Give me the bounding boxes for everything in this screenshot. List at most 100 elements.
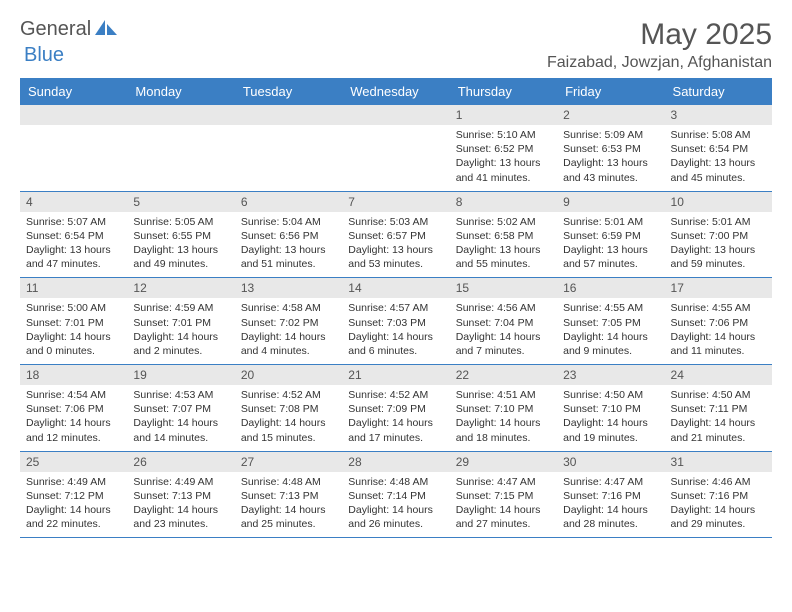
logo-text-general: General xyxy=(20,18,91,41)
day-number: 17 xyxy=(665,278,772,298)
day-number: 9 xyxy=(557,192,664,212)
day-detail: Sunrise: 5:02 AMSunset: 6:58 PMDaylight:… xyxy=(450,212,557,278)
day-cell: 9Sunrise: 5:01 AMSunset: 6:59 PMDaylight… xyxy=(557,191,664,278)
week-row: 11Sunrise: 5:00 AMSunset: 7:01 PMDayligh… xyxy=(20,278,772,365)
calendar-table: SundayMondayTuesdayWednesdayThursdayFrid… xyxy=(20,78,772,538)
day-detail: Sunrise: 4:53 AMSunset: 7:07 PMDaylight:… xyxy=(127,385,234,451)
day-cell: 17Sunrise: 4:55 AMSunset: 7:06 PMDayligh… xyxy=(665,278,772,365)
logo-sail-icon xyxy=(95,18,117,41)
day-cell: 3Sunrise: 5:08 AMSunset: 6:54 PMDaylight… xyxy=(665,105,772,191)
day-number: 28 xyxy=(342,452,449,472)
day-detail: Sunrise: 4:49 AMSunset: 7:12 PMDaylight:… xyxy=(20,472,127,538)
day-number: 3 xyxy=(665,105,772,125)
day-number: 10 xyxy=(665,192,772,212)
day-cell: 4Sunrise: 5:07 AMSunset: 6:54 PMDaylight… xyxy=(20,191,127,278)
day-cell: 16Sunrise: 4:55 AMSunset: 7:05 PMDayligh… xyxy=(557,278,664,365)
day-number: 4 xyxy=(20,192,127,212)
day-number: 14 xyxy=(342,278,449,298)
day-detail: Sunrise: 4:47 AMSunset: 7:15 PMDaylight:… xyxy=(450,472,557,538)
day-detail: Sunrise: 5:07 AMSunset: 6:54 PMDaylight:… xyxy=(20,212,127,278)
day-cell: 25Sunrise: 4:49 AMSunset: 7:12 PMDayligh… xyxy=(20,451,127,538)
day-detail: Sunrise: 5:01 AMSunset: 6:59 PMDaylight:… xyxy=(557,212,664,278)
day-detail: Sunrise: 4:59 AMSunset: 7:01 PMDaylight:… xyxy=(127,298,234,364)
day-number: 19 xyxy=(127,365,234,385)
day-cell: 21Sunrise: 4:52 AMSunset: 7:09 PMDayligh… xyxy=(342,365,449,452)
day-detail: Sunrise: 4:57 AMSunset: 7:03 PMDaylight:… xyxy=(342,298,449,364)
week-row: 1Sunrise: 5:10 AMSunset: 6:52 PMDaylight… xyxy=(20,105,772,191)
day-number: 29 xyxy=(450,452,557,472)
daynum-bar xyxy=(127,105,234,125)
day-detail: Sunrise: 4:52 AMSunset: 7:08 PMDaylight:… xyxy=(235,385,342,451)
day-cell: 20Sunrise: 4:52 AMSunset: 7:08 PMDayligh… xyxy=(235,365,342,452)
day-number: 16 xyxy=(557,278,664,298)
header-row: General May 2025 Faizabad, Jowzjan, Afgh… xyxy=(20,18,772,72)
day-detail: Sunrise: 5:01 AMSunset: 7:00 PMDaylight:… xyxy=(665,212,772,278)
day-header-row: SundayMondayTuesdayWednesdayThursdayFrid… xyxy=(20,78,772,105)
day-detail: Sunrise: 4:56 AMSunset: 7:04 PMDaylight:… xyxy=(450,298,557,364)
day-cell: 19Sunrise: 4:53 AMSunset: 7:07 PMDayligh… xyxy=(127,365,234,452)
day-cell: 7Sunrise: 5:03 AMSunset: 6:57 PMDaylight… xyxy=(342,191,449,278)
week-row: 25Sunrise: 4:49 AMSunset: 7:12 PMDayligh… xyxy=(20,451,772,538)
day-detail: Sunrise: 5:04 AMSunset: 6:56 PMDaylight:… xyxy=(235,212,342,278)
day-number: 22 xyxy=(450,365,557,385)
day-number: 11 xyxy=(20,278,127,298)
day-number: 12 xyxy=(127,278,234,298)
day-detail: Sunrise: 5:05 AMSunset: 6:55 PMDaylight:… xyxy=(127,212,234,278)
logo: General xyxy=(20,18,119,41)
calendar-page: General May 2025 Faizabad, Jowzjan, Afgh… xyxy=(0,0,792,548)
day-detail: Sunrise: 5:08 AMSunset: 6:54 PMDaylight:… xyxy=(665,125,772,191)
day-number: 2 xyxy=(557,105,664,125)
daynum-bar xyxy=(342,105,449,125)
day-detail: Sunrise: 5:03 AMSunset: 6:57 PMDaylight:… xyxy=(342,212,449,278)
week-row: 18Sunrise: 4:54 AMSunset: 7:06 PMDayligh… xyxy=(20,365,772,452)
day-detail: Sunrise: 4:48 AMSunset: 7:14 PMDaylight:… xyxy=(342,472,449,538)
day-number: 24 xyxy=(665,365,772,385)
day-cell: 2Sunrise: 5:09 AMSunset: 6:53 PMDaylight… xyxy=(557,105,664,191)
day-number: 21 xyxy=(342,365,449,385)
day-number: 15 xyxy=(450,278,557,298)
day-header-cell: Saturday xyxy=(665,78,772,105)
day-detail xyxy=(20,125,127,175)
day-detail: Sunrise: 4:46 AMSunset: 7:16 PMDaylight:… xyxy=(665,472,772,538)
empty-day-cell xyxy=(20,105,127,191)
logo-text-blue: Blue xyxy=(24,44,64,66)
day-number: 6 xyxy=(235,192,342,212)
day-detail: Sunrise: 4:51 AMSunset: 7:10 PMDaylight:… xyxy=(450,385,557,451)
title-block: May 2025 Faizabad, Jowzjan, Afghanistan xyxy=(547,18,772,72)
day-detail xyxy=(235,125,342,175)
day-header-cell: Tuesday xyxy=(235,78,342,105)
day-number: 8 xyxy=(450,192,557,212)
day-detail: Sunrise: 4:54 AMSunset: 7:06 PMDaylight:… xyxy=(20,385,127,451)
logo-sub: Blue xyxy=(24,44,64,67)
daynum-bar xyxy=(20,105,127,125)
day-detail: Sunrise: 5:10 AMSunset: 6:52 PMDaylight:… xyxy=(450,125,557,191)
day-detail: Sunrise: 4:58 AMSunset: 7:02 PMDaylight:… xyxy=(235,298,342,364)
day-cell: 28Sunrise: 4:48 AMSunset: 7:14 PMDayligh… xyxy=(342,451,449,538)
day-number: 25 xyxy=(20,452,127,472)
day-detail: Sunrise: 4:50 AMSunset: 7:11 PMDaylight:… xyxy=(665,385,772,451)
location-text: Faizabad, Jowzjan, Afghanistan xyxy=(547,54,772,72)
day-number: 30 xyxy=(557,452,664,472)
day-detail: Sunrise: 4:52 AMSunset: 7:09 PMDaylight:… xyxy=(342,385,449,451)
day-header-cell: Monday xyxy=(127,78,234,105)
day-number: 31 xyxy=(665,452,772,472)
day-number: 26 xyxy=(127,452,234,472)
day-number: 7 xyxy=(342,192,449,212)
day-detail: Sunrise: 4:50 AMSunset: 7:10 PMDaylight:… xyxy=(557,385,664,451)
day-number: 1 xyxy=(450,105,557,125)
empty-day-cell xyxy=(342,105,449,191)
day-detail: Sunrise: 4:48 AMSunset: 7:13 PMDaylight:… xyxy=(235,472,342,538)
day-number: 27 xyxy=(235,452,342,472)
day-number: 18 xyxy=(20,365,127,385)
day-header-cell: Friday xyxy=(557,78,664,105)
day-cell: 11Sunrise: 5:00 AMSunset: 7:01 PMDayligh… xyxy=(20,278,127,365)
day-cell: 26Sunrise: 4:49 AMSunset: 7:13 PMDayligh… xyxy=(127,451,234,538)
day-number: 20 xyxy=(235,365,342,385)
day-header-cell: Sunday xyxy=(20,78,127,105)
day-number: 23 xyxy=(557,365,664,385)
day-cell: 31Sunrise: 4:46 AMSunset: 7:16 PMDayligh… xyxy=(665,451,772,538)
day-detail: Sunrise: 4:47 AMSunset: 7:16 PMDaylight:… xyxy=(557,472,664,538)
day-cell: 12Sunrise: 4:59 AMSunset: 7:01 PMDayligh… xyxy=(127,278,234,365)
day-cell: 15Sunrise: 4:56 AMSunset: 7:04 PMDayligh… xyxy=(450,278,557,365)
day-cell: 5Sunrise: 5:05 AMSunset: 6:55 PMDaylight… xyxy=(127,191,234,278)
